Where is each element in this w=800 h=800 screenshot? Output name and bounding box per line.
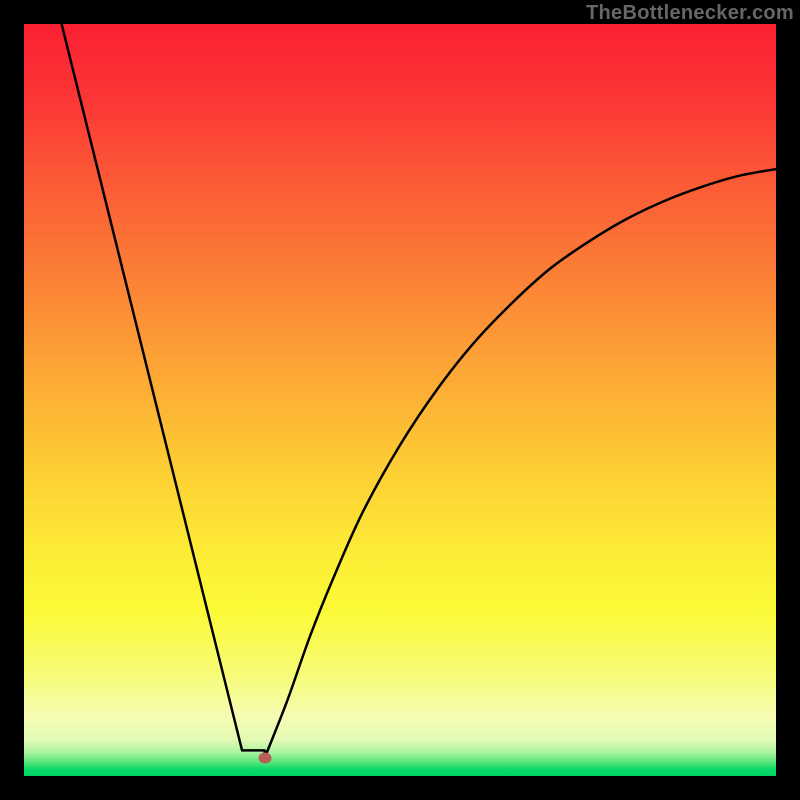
dip-marker bbox=[258, 752, 271, 763]
chart-frame: TheBottlenecker.com bbox=[0, 0, 800, 800]
plot-area bbox=[24, 24, 776, 776]
bottleneck-curve bbox=[24, 24, 776, 776]
watermark-text: TheBottlenecker.com bbox=[586, 2, 794, 25]
